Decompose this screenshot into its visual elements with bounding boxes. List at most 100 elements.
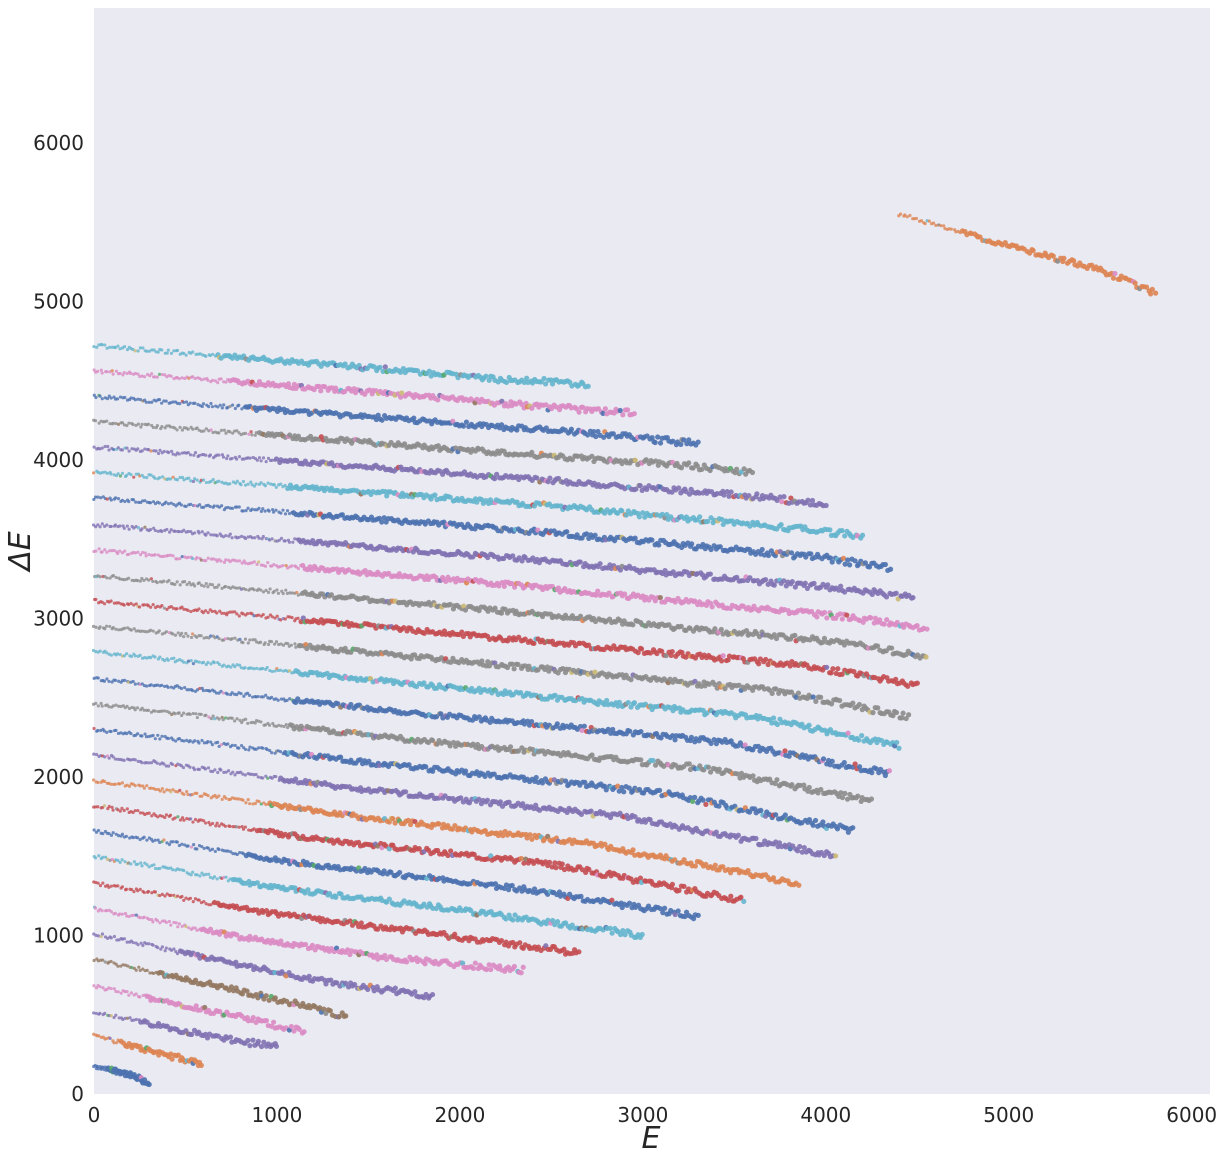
scatter-point (162, 762, 166, 766)
scatter-point (93, 906, 98, 910)
scatter-point (818, 694, 824, 700)
scatter-point (182, 711, 186, 715)
scatter-point (255, 1038, 261, 1044)
scatter-point (208, 823, 212, 827)
scatter-point (163, 815, 167, 820)
scatter-point (106, 936, 110, 940)
scatter-point (204, 872, 208, 877)
scatter-point (191, 870, 195, 874)
scatter-point (241, 798, 245, 802)
scatter-point (191, 926, 195, 930)
scatter-point (197, 581, 201, 585)
scatter-point (241, 641, 245, 645)
scatter-point (105, 754, 110, 758)
scatter-point (189, 659, 193, 663)
scatter-point (669, 881, 676, 887)
scatter-point (175, 607, 179, 611)
scatter-point (100, 704, 104, 708)
scatter-point (122, 937, 127, 941)
scatter-point (517, 940, 523, 946)
scatter-point (718, 626, 724, 633)
scatter-point (156, 733, 160, 737)
scatter-point (850, 825, 856, 831)
scatter-point (96, 704, 100, 708)
scatter-point (405, 817, 411, 823)
scatter-point (278, 750, 283, 754)
scatter-point (160, 603, 164, 608)
scatter-point (859, 733, 865, 739)
scatter-point (254, 880, 260, 886)
scatter-point (206, 793, 210, 798)
scatter-point (284, 588, 288, 592)
scatter-point (96, 934, 101, 938)
scatter-point (98, 625, 102, 629)
scatter-point (248, 962, 254, 968)
scatter-point (190, 689, 195, 693)
scatter-point (200, 738, 204, 743)
scatter-point (108, 1036, 112, 1040)
scatter-point (626, 900, 633, 906)
scatter-point (184, 924, 188, 929)
scatter-point (720, 653, 726, 659)
scatter-point (171, 840, 175, 844)
scatter-point (125, 807, 129, 811)
scatter-point (782, 812, 788, 818)
scatter-point (770, 875, 777, 881)
scatter-point (301, 1029, 307, 1035)
scatter-point (264, 774, 268, 778)
scatter-point (173, 582, 177, 587)
scatter-point (122, 603, 126, 607)
scatter-point (197, 767, 201, 772)
scatter-point (113, 678, 118, 682)
scatter-point (510, 917, 516, 923)
data-band (92, 984, 307, 1036)
scatter-point (153, 838, 157, 842)
scatter-point (208, 875, 213, 879)
scatter-point (531, 886, 538, 892)
scatter-point (160, 683, 164, 687)
scatter-point (276, 591, 281, 595)
scatter-point (158, 789, 162, 793)
scatter-point (99, 701, 103, 705)
scatter-point (305, 887, 311, 893)
scatter-point (127, 784, 132, 788)
scatter-point (195, 847, 199, 851)
scatter-point (675, 908, 681, 914)
scatter-point (365, 986, 371, 993)
scatter-point (123, 1016, 127, 1020)
scatter-point (333, 894, 339, 900)
scatter-point (133, 783, 137, 788)
scatter-point (100, 932, 105, 936)
scatter-point (470, 965, 476, 971)
scatter-point (392, 985, 398, 991)
scatter-point (195, 715, 199, 720)
scatter-point (140, 864, 144, 868)
scatter-point (145, 784, 149, 788)
scatter-point (192, 843, 196, 847)
scatter-point (279, 724, 283, 728)
scatter-point (168, 813, 173, 817)
scatter-point (104, 624, 109, 628)
scatter-point (259, 588, 263, 592)
scatter-point (468, 907, 474, 914)
scatter-point (529, 836, 535, 842)
scatter-point (167, 578, 171, 583)
scatter-point (309, 942, 316, 948)
scatter-point (267, 723, 272, 727)
scatter-point (160, 892, 164, 896)
scatter-point (197, 660, 201, 664)
scatter-point (125, 964, 130, 968)
scatter-point (210, 847, 215, 851)
scatter-point (118, 912, 122, 916)
scatter-point (252, 827, 256, 831)
scatter-point (102, 679, 107, 683)
scatter-point (98, 649, 102, 653)
scatter-point (165, 841, 169, 845)
scatter-point (296, 616, 300, 620)
scatter-point (472, 960, 478, 966)
scatter-point (173, 633, 178, 637)
scatter-point (447, 601, 453, 608)
scatter-point (215, 877, 219, 881)
plot-background (94, 8, 1210, 1094)
scatter-point (125, 989, 129, 994)
